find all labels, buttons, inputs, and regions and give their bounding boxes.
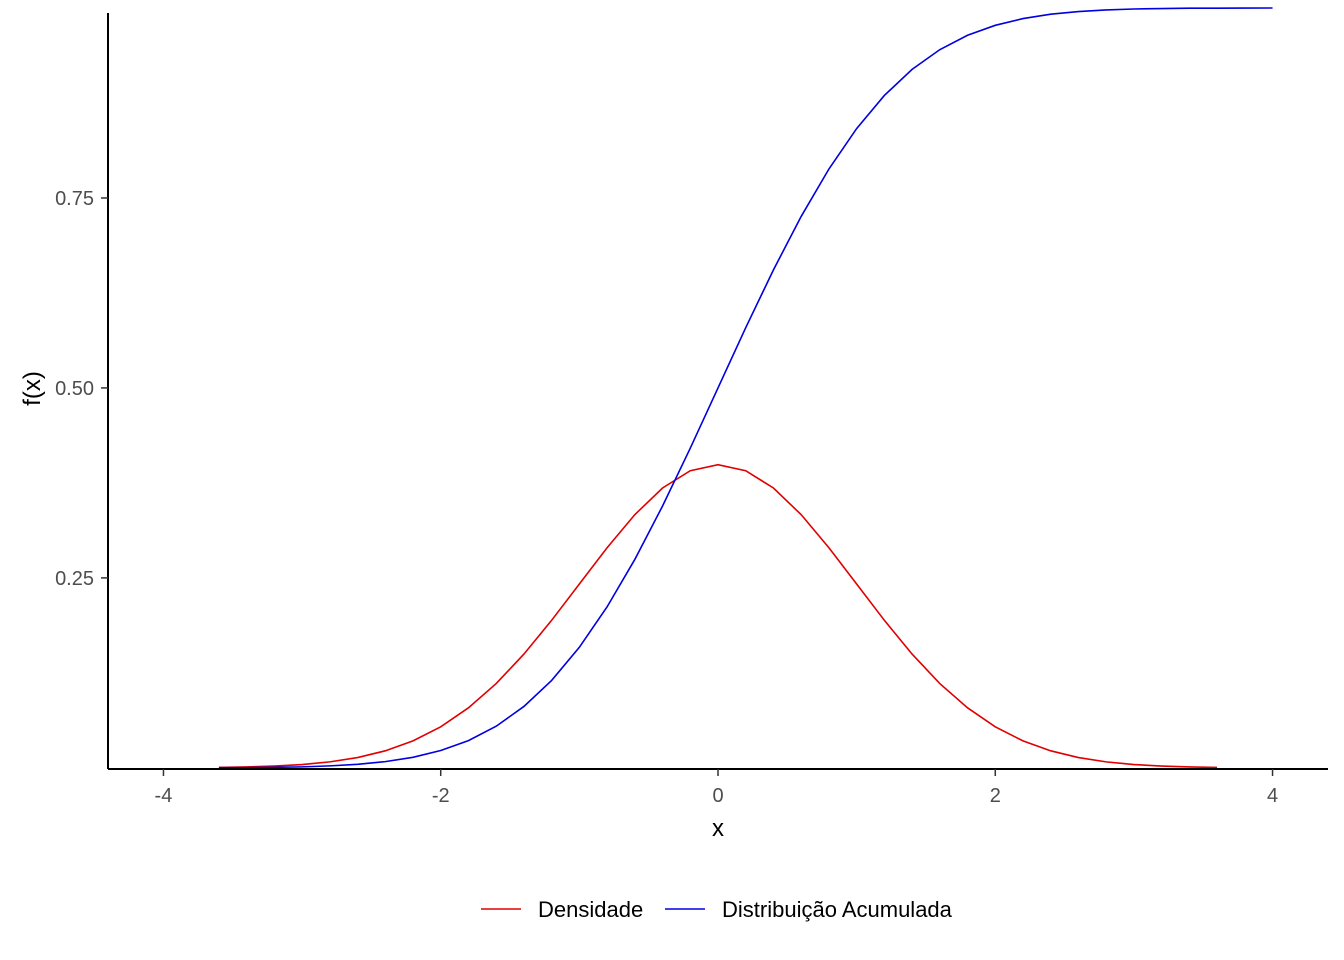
legend-label-distribuicao-acumulada: Distribuição Acumulada	[722, 897, 953, 922]
y-tick-label: 0.75	[55, 188, 94, 210]
plot-lines	[218, 7, 1273, 769]
x-tick-label: -4	[155, 785, 173, 807]
x-tick-label: 0	[712, 785, 723, 807]
x-tick-label: 2	[990, 785, 1001, 807]
y-axis-ticks: 0.25 0.50 0.75	[55, 188, 108, 590]
y-axis-title: f(x)	[19, 371, 46, 406]
y-tick-label: 0.50	[55, 378, 94, 400]
x-axis-title: x	[712, 815, 724, 842]
legend-label-densidade: Densidade	[538, 897, 643, 922]
x-tick-label: -2	[432, 785, 450, 807]
series-line-densidade	[218, 463, 1218, 769]
series-line-distribuicao-acumulada	[218, 7, 1273, 769]
x-tick-label: 4	[1267, 785, 1278, 807]
y-tick-label: 0.25	[55, 568, 94, 590]
x-axis-ticks: -4 -2 0 2 4	[155, 769, 1278, 807]
legend: Densidade Distribuição Acumulada	[481, 897, 953, 922]
